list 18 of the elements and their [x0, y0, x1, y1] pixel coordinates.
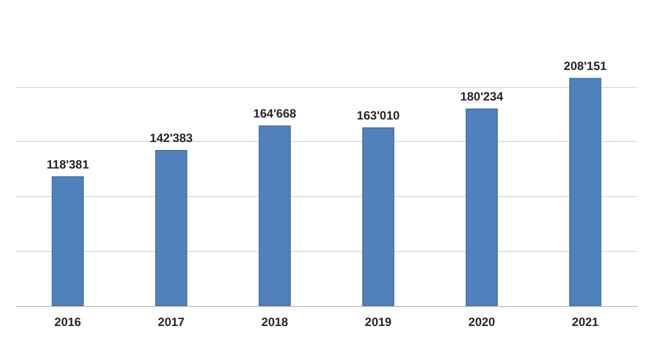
- data-label: 142'383: [150, 130, 194, 145]
- x-tick-label: 2018: [261, 315, 288, 329]
- data-label: 118'381: [46, 157, 90, 172]
- data-label: 163'010: [356, 108, 400, 122]
- data-label: 180'234: [460, 89, 504, 104]
- x-tick-label: 2020: [468, 315, 496, 329]
- x-tick-label: 2016: [54, 315, 82, 329]
- bar: [155, 150, 188, 306]
- x-tick-label: 2019: [364, 315, 392, 329]
- data-label: 164'668: [253, 106, 297, 121]
- bar: [569, 78, 602, 306]
- x-tick-label: 2021: [572, 315, 599, 329]
- bar: [52, 176, 84, 306]
- x-tick-label: 2017: [158, 315, 185, 329]
- bar: [362, 127, 394, 306]
- bar: [466, 108, 498, 306]
- data-label: 208'151: [564, 58, 608, 73]
- bar: [258, 126, 291, 306]
